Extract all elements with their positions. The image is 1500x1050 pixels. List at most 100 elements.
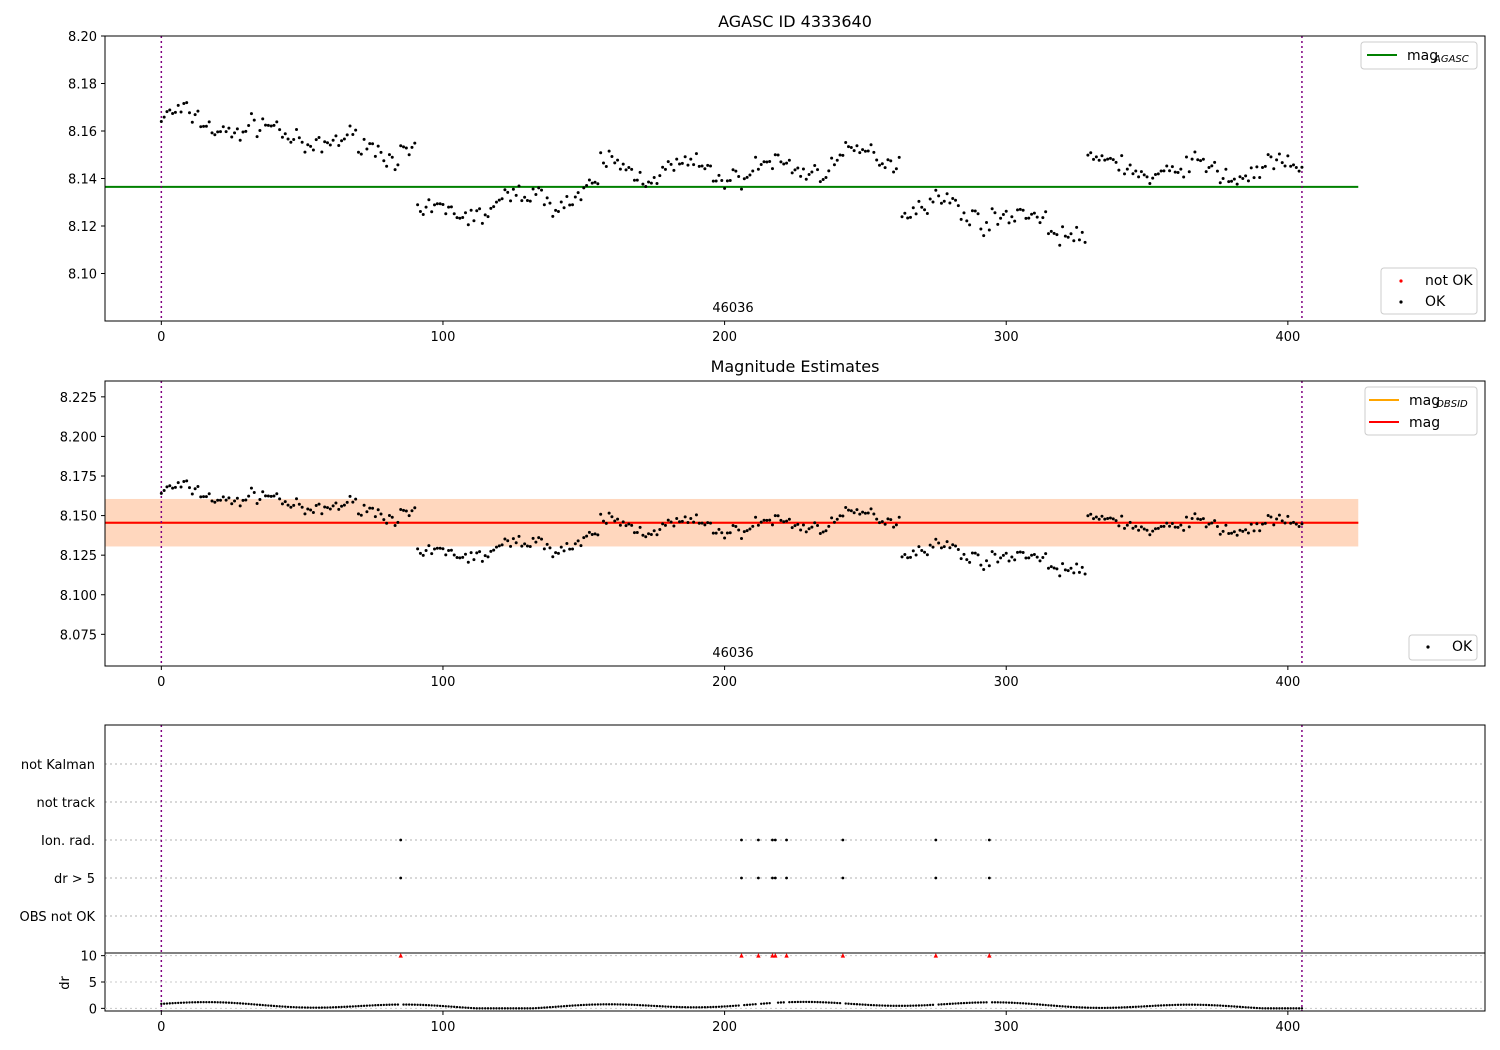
- ok-point: [863, 511, 867, 515]
- ok-point: [548, 201, 552, 205]
- dr-point: [1083, 1006, 1087, 1009]
- ok-point: [1230, 179, 1234, 183]
- ok-point: [385, 164, 389, 168]
- ok-point: [258, 497, 262, 501]
- ok-point: [1145, 175, 1149, 179]
- dr-point: [258, 1003, 262, 1007]
- dr-point: [1024, 1002, 1028, 1005]
- ok-point: [1263, 164, 1267, 168]
- dr-point: [813, 1000, 816, 1004]
- ok-point: [908, 215, 912, 219]
- dr-point: [1235, 1005, 1239, 1008]
- dr-point: [1064, 1005, 1067, 1008]
- ok-point: [252, 118, 256, 122]
- ok-point: [779, 160, 783, 164]
- dr-point: [523, 1007, 526, 1010]
- ok-point: [694, 513, 698, 517]
- ok-point: [537, 536, 541, 540]
- ok-point: [452, 553, 456, 557]
- ok-point: [813, 163, 817, 167]
- dr-point: [185, 1001, 188, 1004]
- ok-point: [540, 188, 544, 192]
- dr-point: [565, 1004, 569, 1008]
- ok-point: [1108, 516, 1112, 520]
- ok-point: [387, 514, 391, 518]
- ok-point: [295, 497, 299, 501]
- ok-point: [1066, 235, 1070, 239]
- dr-point: [790, 1000, 794, 1004]
- ok-point: [266, 494, 270, 498]
- ok-point: [517, 534, 521, 538]
- dr-point: [560, 1005, 563, 1008]
- dr-point: [461, 1006, 464, 1009]
- ok-point: [1128, 520, 1132, 524]
- dr-point: [1188, 1003, 1191, 1006]
- chart2-title: Magnitude Estimates: [711, 357, 880, 376]
- dr-point: [233, 1001, 236, 1005]
- ok-point: [540, 537, 544, 541]
- ok-point: [1024, 556, 1028, 560]
- ok-point: [413, 506, 417, 510]
- dr-point: [472, 1007, 476, 1010]
- dr-point: [430, 1004, 433, 1007]
- dr-point: [1159, 1004, 1163, 1007]
- ok-point: [269, 124, 273, 128]
- ok-point: [1148, 533, 1152, 537]
- ok-point: [883, 522, 887, 526]
- ok-point: [171, 111, 175, 115]
- ok-point: [768, 160, 772, 164]
- chart1-xtick-label: 300: [994, 330, 1019, 345]
- ok-point: [247, 494, 251, 498]
- ok-point: [314, 503, 318, 507]
- dr-point: [410, 1003, 414, 1006]
- dr-ytick-label: 0: [89, 1002, 97, 1017]
- ok-point: [951, 543, 955, 547]
- ok-point: [1179, 523, 1183, 527]
- ok-point: [441, 547, 445, 551]
- dr-point: [416, 1003, 419, 1006]
- ok-point: [942, 199, 946, 203]
- dr-point: [174, 1001, 177, 1005]
- chart1-ytick-label: 8.10: [68, 268, 97, 283]
- ok-point: [1111, 158, 1115, 162]
- ok-point: [1266, 514, 1270, 518]
- ok-point: [801, 523, 805, 527]
- dr-point: [861, 1003, 864, 1006]
- dr-point: [585, 1003, 588, 1007]
- ok-point: [410, 145, 414, 149]
- ok-point: [528, 199, 532, 203]
- ok-point: [931, 545, 935, 549]
- dr-point: [171, 1002, 174, 1005]
- dr-point: [847, 1002, 850, 1005]
- ok-point: [1156, 172, 1160, 176]
- ok-point: [678, 162, 682, 166]
- ok-point: [382, 518, 386, 522]
- legend-sub-obsid: OBSID: [1436, 399, 1468, 410]
- ok-point: [1035, 215, 1039, 219]
- ok-point: [745, 529, 749, 533]
- ok-point: [325, 141, 329, 145]
- dr-point: [751, 1003, 754, 1006]
- ok-point: [796, 166, 800, 170]
- dr-point: [622, 1003, 625, 1006]
- ok-point: [1159, 169, 1163, 173]
- ok-point: [610, 154, 614, 158]
- dr-point: [959, 1002, 963, 1005]
- dr-point: [1210, 1003, 1214, 1007]
- dr-point: [1050, 1004, 1053, 1007]
- dr-point: [582, 1003, 585, 1007]
- ok-point: [579, 544, 583, 548]
- dr-point: [1247, 1006, 1250, 1009]
- ok-point: [272, 123, 276, 127]
- ok-point: [275, 120, 279, 124]
- ok-point: [582, 536, 586, 540]
- ok-point: [368, 142, 372, 146]
- ok-point: [371, 506, 375, 510]
- ok-point: [233, 131, 237, 135]
- ok-point: [1215, 525, 1219, 529]
- ok-point: [1252, 529, 1256, 533]
- dr-clipped-marker: [840, 953, 846, 958]
- dr-point: [630, 1003, 633, 1007]
- ok-point: [573, 542, 577, 546]
- ok-point: [545, 196, 549, 200]
